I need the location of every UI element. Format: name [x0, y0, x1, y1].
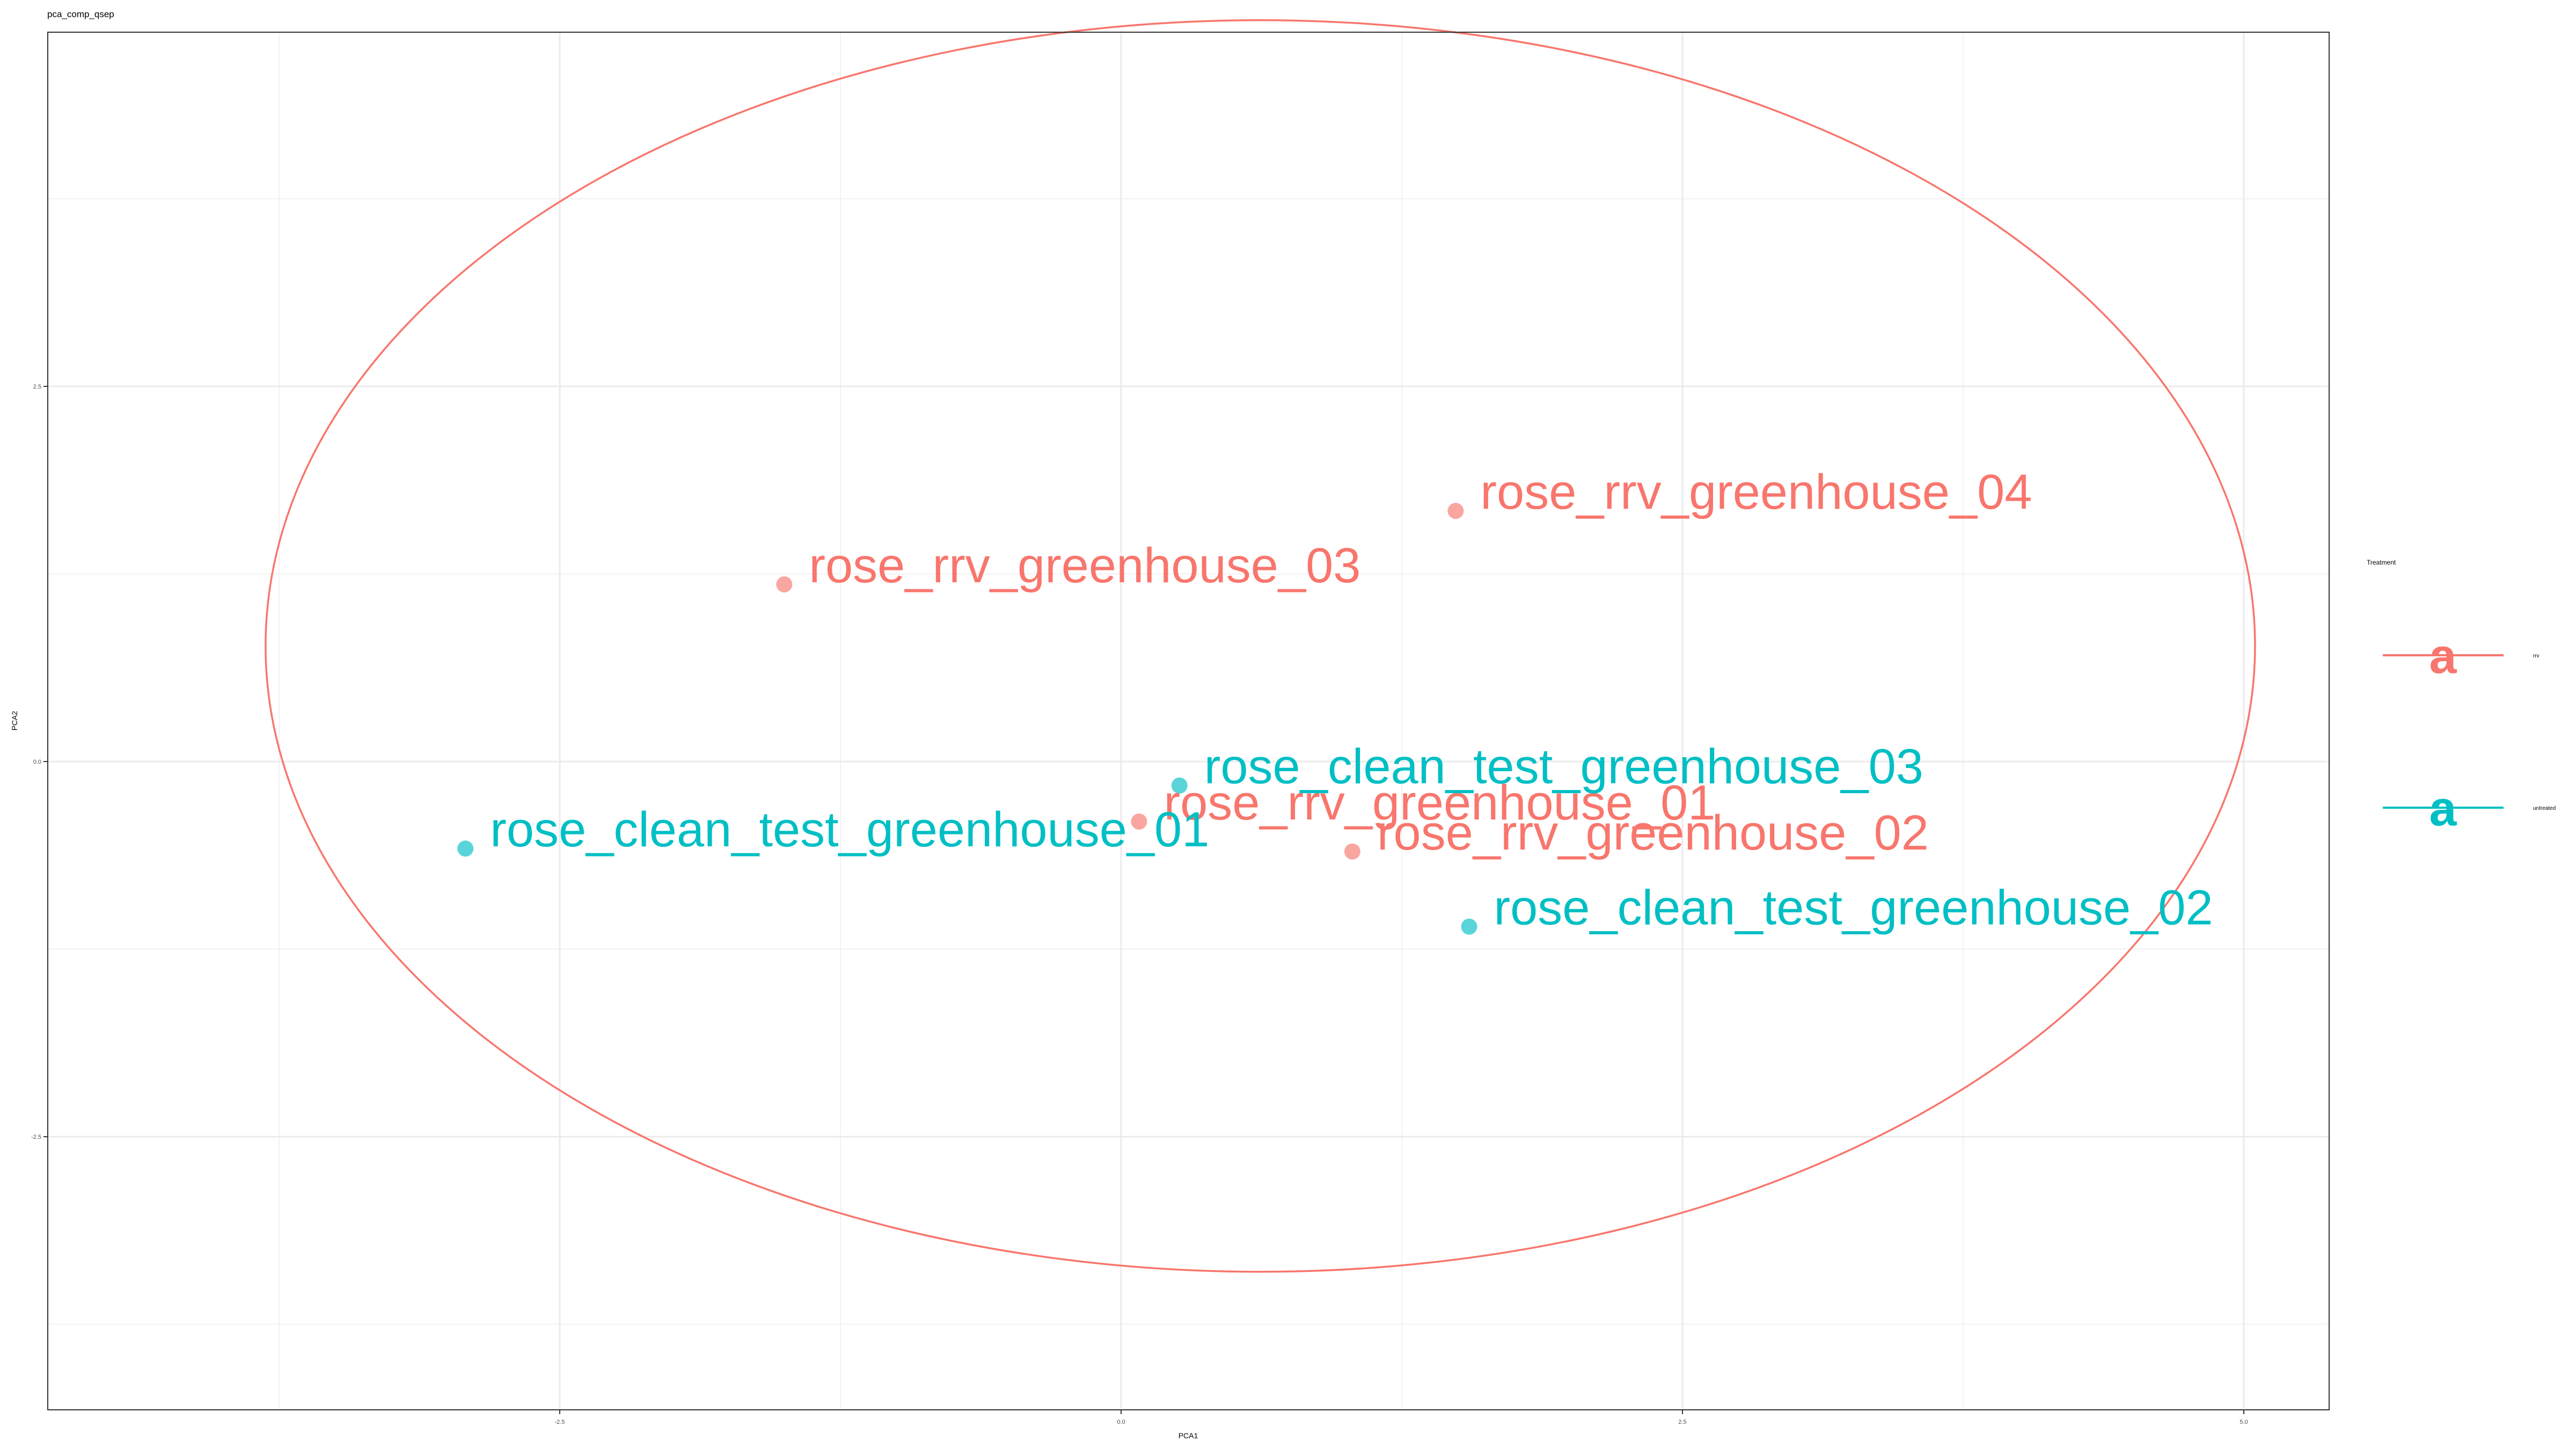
- legend-label-rrv: rrv: [2533, 653, 2540, 659]
- y-axis-title: PCA2: [10, 711, 19, 731]
- point-rose_rrv_greenhouse_01: [1131, 813, 1147, 830]
- x-tick-label: -2.5: [554, 1419, 565, 1425]
- x-tick-label: 0.0: [1117, 1419, 1125, 1425]
- x-axis-title: PCA1: [1179, 1431, 1198, 1440]
- point-rose_clean_test_greenhouse_01: [457, 840, 474, 857]
- chart-title: pca_comp_qsep: [47, 9, 114, 19]
- label-rose_rrv_greenhouse_04: rose_rrv_greenhouse_04: [1480, 465, 2032, 519]
- point-rose_rrv_greenhouse_04: [1447, 503, 1464, 519]
- point-rose_rrv_greenhouse_03: [776, 576, 793, 593]
- point-rose_clean_test_greenhouse_03: [1171, 777, 1188, 794]
- point-rose_rrv_greenhouse_02: [1344, 843, 1360, 860]
- legend-label-untreated: untreated: [2533, 806, 2556, 811]
- x-tick-label: 2.5: [1678, 1419, 1686, 1425]
- y-tick-label: -2.5: [31, 1134, 41, 1140]
- legend: Treatment a rrv a untreated: [2367, 559, 2556, 836]
- label-rose_rrv_greenhouse_01: rose_rrv_greenhouse_01: [1163, 775, 1715, 830]
- y-tick-label: 0.0: [33, 759, 41, 765]
- label-rose_clean_test_greenhouse_01: rose_clean_test_greenhouse_01: [490, 802, 1209, 857]
- legend-title: Treatment: [2367, 559, 2396, 566]
- x-tick-label: 5.0: [2240, 1419, 2248, 1425]
- label-rose_clean_test_greenhouse_02: rose_clean_test_greenhouse_02: [1494, 881, 2213, 935]
- data-points: [457, 503, 1477, 935]
- label-rose_clean_test_greenhouse_03: rose_clean_test_greenhouse_03: [1204, 740, 1923, 794]
- grid: [48, 32, 2329, 1410]
- legend-key-glyph-untreated: a: [2429, 781, 2457, 836]
- ellipse-rrv: [265, 19, 2256, 1273]
- legend-key-glyph-rrv: a: [2429, 629, 2457, 684]
- confidence-ellipses: [265, 19, 2256, 1273]
- y-tick-label: 2.5: [33, 384, 41, 390]
- axis-ticks: -2.5 0.0 2.5 5.0 -2.5 0.0 2.5: [31, 384, 2248, 1425]
- point-rose_clean_test_greenhouse_02: [1461, 918, 1477, 935]
- plot-panel-border: [47, 32, 2330, 1410]
- label-rose_rrv_greenhouse_03: rose_rrv_greenhouse_03: [809, 538, 1360, 593]
- label-rose_rrv_greenhouse_02: rose_rrv_greenhouse_02: [1377, 806, 1929, 860]
- point-labels: rose_rrv_greenhouse_01rose_rrv_greenhous…: [490, 465, 2213, 935]
